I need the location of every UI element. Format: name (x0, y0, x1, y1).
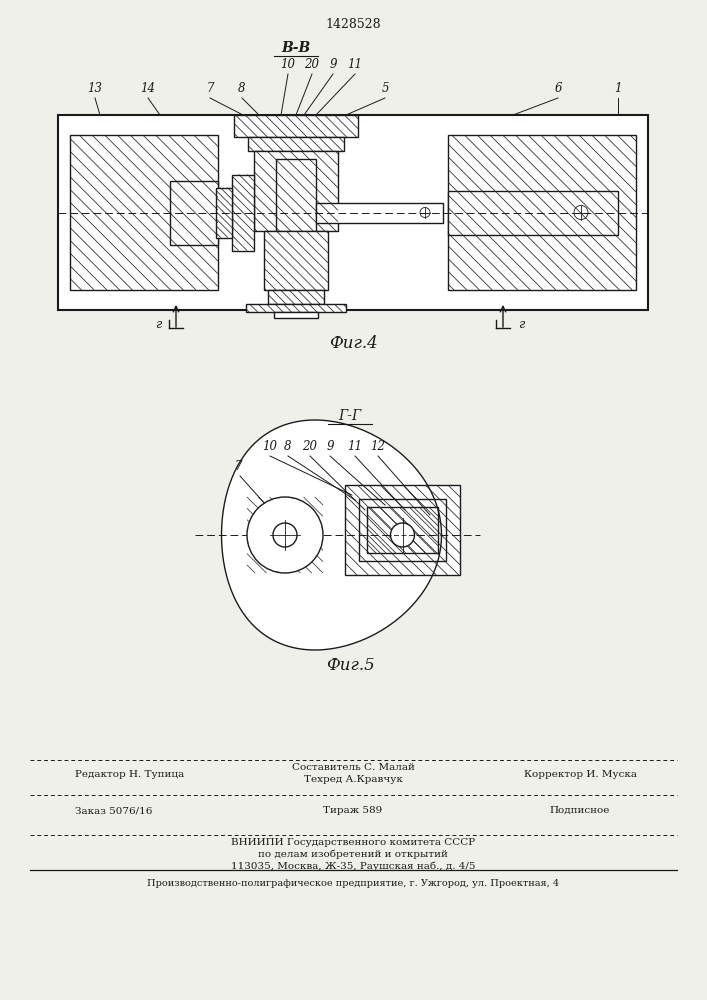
Bar (448, 190, 618, 234)
Text: 1428528: 1428528 (325, 18, 381, 31)
Bar (248, 137, 344, 151)
Circle shape (574, 206, 588, 220)
Text: 8: 8 (284, 440, 292, 453)
Text: 9: 9 (326, 440, 334, 453)
Text: Г-Г: Г-Г (339, 409, 361, 423)
Bar (246, 304, 346, 312)
Text: 1: 1 (614, 82, 621, 95)
Bar (345, 485, 460, 575)
Text: 6: 6 (554, 82, 562, 95)
Text: Фиг.4: Фиг.4 (329, 335, 378, 352)
Bar (316, 202, 443, 223)
Text: Фиг.5: Фиг.5 (326, 657, 375, 674)
Bar (70, 135, 218, 290)
Text: 13: 13 (88, 82, 103, 95)
Bar (448, 135, 636, 290)
Text: Производственно-полиграфическое предприятие, г. Ужгород, ул. Проектная, 4: Производственно-полиграфическое предприя… (147, 879, 559, 888)
Text: Составитель С. Малай: Составитель С. Малай (291, 763, 414, 772)
Bar (268, 290, 324, 304)
Text: 12: 12 (370, 440, 385, 453)
Bar (254, 151, 338, 231)
Circle shape (273, 523, 297, 547)
Circle shape (390, 523, 414, 547)
Text: 20: 20 (305, 58, 320, 71)
Text: Заказ 5076/16: Заказ 5076/16 (75, 806, 153, 815)
Bar (264, 231, 328, 290)
Text: 14: 14 (141, 82, 156, 95)
Bar (276, 159, 316, 231)
Text: В-В: В-В (281, 41, 310, 55)
Bar (58, 115, 648, 310)
Polygon shape (221, 420, 441, 650)
Bar (274, 312, 318, 318)
Text: 10: 10 (281, 58, 296, 71)
Bar (170, 180, 218, 244)
Text: Корректор И. Муска: Корректор И. Муска (523, 770, 636, 779)
Text: Техред А.Кравчук: Техред А.Кравчук (303, 775, 402, 784)
Bar (232, 174, 254, 250)
Text: 20: 20 (303, 440, 317, 453)
Bar (359, 499, 446, 561)
Text: г: г (518, 318, 524, 330)
Text: г: г (155, 318, 161, 330)
Text: 11: 11 (348, 58, 363, 71)
Circle shape (247, 497, 323, 573)
Text: Тираж 589: Тираж 589 (323, 806, 382, 815)
Text: ВНИИПИ Государственного комитета СССР: ВНИИПИ Государственного комитета СССР (231, 838, 475, 847)
Circle shape (420, 208, 430, 218)
Bar (234, 115, 358, 137)
Text: Редактор Н. Тупица: Редактор Н. Тупица (75, 770, 185, 779)
Text: 10: 10 (262, 440, 278, 453)
Text: 11: 11 (348, 440, 363, 453)
Text: 9: 9 (329, 58, 337, 71)
Text: 7: 7 (206, 82, 214, 95)
Text: 113035, Москва, Ж-35, Раушская наб., д. 4/5: 113035, Москва, Ж-35, Раушская наб., д. … (230, 861, 475, 871)
Text: по делам изобретений и открытий: по делам изобретений и открытий (258, 850, 448, 859)
Text: 7: 7 (234, 460, 242, 473)
Bar (367, 507, 438, 553)
Text: 5: 5 (381, 82, 389, 95)
Bar (216, 188, 232, 237)
Text: Подписное: Подписное (550, 806, 610, 815)
Text: 8: 8 (238, 82, 246, 95)
